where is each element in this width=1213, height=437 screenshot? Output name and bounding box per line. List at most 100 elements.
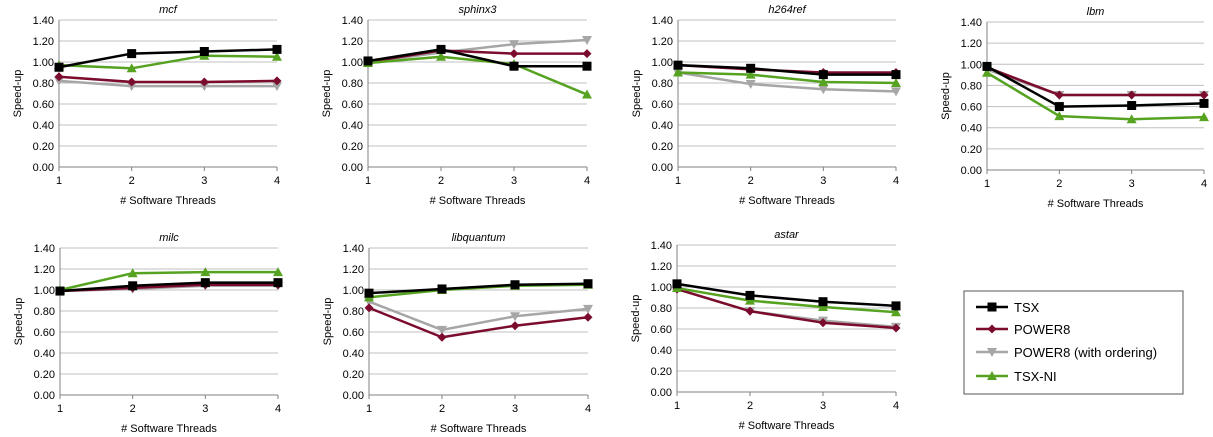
y-tick-label: 0.20 xyxy=(33,141,54,153)
chart-title: mcf xyxy=(159,4,178,16)
series-tsx xyxy=(672,279,901,311)
x-axis-label: # Software Threads xyxy=(121,423,217,435)
chart-panel-h264ref: 0.00 0.20 0.40 0.60 0.80 1.00 1.20 1.40 1 2 3 4 h264… xyxy=(631,4,901,207)
data-point xyxy=(55,286,65,296)
x-tick-label: 1 xyxy=(56,175,62,187)
y-tick-label: 0.40 xyxy=(651,345,672,357)
data-point xyxy=(1199,90,1209,100)
data-point xyxy=(54,72,64,82)
legend-label-tsx: TSX xyxy=(1014,300,1040,315)
y-tick-label: 0.60 xyxy=(343,327,364,339)
series-line xyxy=(677,63,896,76)
series-power8 xyxy=(54,72,282,87)
data-point xyxy=(126,82,137,92)
data-point xyxy=(891,78,901,87)
x-tick-label: 2 xyxy=(438,175,444,187)
data-point xyxy=(510,280,520,290)
chart-title: sphinx3 xyxy=(459,4,498,16)
x-axis-label: # Software Threads xyxy=(739,420,835,432)
x-tick-label: 4 xyxy=(584,175,590,187)
series-tsx xyxy=(55,278,283,296)
data-point xyxy=(510,321,520,331)
data-point xyxy=(127,49,137,59)
data-point xyxy=(509,49,519,59)
x-tick-label: 2 xyxy=(748,175,754,187)
x-tick-label: 1 xyxy=(366,403,372,415)
y-tick-label: 1.00 xyxy=(342,57,363,69)
x-tick-label: 2 xyxy=(439,403,445,415)
y-axis-label: Speed-up xyxy=(630,295,642,343)
y-tick-label: 1.20 xyxy=(961,38,982,50)
y-tick-label: 1.00 xyxy=(652,57,673,69)
data-point xyxy=(672,279,682,289)
data-point xyxy=(363,56,373,66)
y-tick-label: 0.00 xyxy=(33,162,54,174)
y-tick-label: 0.40 xyxy=(961,123,982,135)
data-point xyxy=(128,281,138,291)
data-point xyxy=(891,307,901,317)
legend: TSX POWER8 POWER8 (with ordering) TSX-NI xyxy=(963,290,1184,395)
y-tick-label: 1.20 xyxy=(343,264,364,276)
data-point xyxy=(510,312,520,322)
x-tick-label: 2 xyxy=(129,175,135,187)
x-axis-label: # Software Threads xyxy=(120,195,216,207)
data-point xyxy=(1127,90,1137,100)
data-point xyxy=(1199,112,1209,122)
series-tsx-ni xyxy=(982,67,1209,124)
data-point xyxy=(127,77,137,87)
y-tick-label: 1.40 xyxy=(34,243,55,255)
data-point xyxy=(745,290,755,300)
data-point xyxy=(1199,98,1209,108)
legend-item-tsx: TSX xyxy=(976,300,1040,315)
series-line xyxy=(58,75,278,84)
series-tsx xyxy=(364,279,593,298)
data-point xyxy=(54,62,64,72)
y-tick-label: 0.80 xyxy=(961,80,982,92)
y-tick-label: 1.20 xyxy=(342,36,363,48)
series-line xyxy=(986,65,1205,108)
data-point xyxy=(1127,101,1137,111)
legend-label-tsx-ni: TSX-NI xyxy=(1014,369,1057,384)
legend-marker xyxy=(987,348,997,357)
x-tick-label: 2 xyxy=(1056,178,1062,190)
data-point xyxy=(745,80,756,90)
data-point xyxy=(273,267,283,277)
data-point xyxy=(818,85,829,95)
legend-item-power8: POWER8 xyxy=(976,322,1070,337)
chart-title: h264ref xyxy=(768,4,806,16)
data-point xyxy=(127,268,138,278)
x-tick-label: 2 xyxy=(130,403,136,415)
series-line xyxy=(59,281,278,293)
series-line xyxy=(368,306,589,339)
x-axis-label: # Software Threads xyxy=(431,423,527,435)
chart-title: astar xyxy=(774,229,800,241)
data-point xyxy=(582,61,592,71)
y-tick-label: 0.40 xyxy=(343,348,364,360)
data-point xyxy=(891,87,901,97)
y-tick-label: 0.80 xyxy=(34,306,55,318)
data-point xyxy=(436,51,446,61)
data-point xyxy=(199,82,210,92)
x-tick-label: 3 xyxy=(202,403,208,415)
series-power8-with-ordering xyxy=(54,76,282,92)
chart-panel-milc: 0.00 0.20 0.40 0.60 0.80 1.00 1.20 1.40 1 2 3 4 milc… xyxy=(13,232,283,435)
chart-title: lbm xyxy=(1087,6,1105,18)
x-tick-label: 3 xyxy=(512,403,518,415)
y-tick-label: 1.40 xyxy=(651,240,672,252)
y-tick-label: 0.60 xyxy=(33,99,54,111)
data-point xyxy=(818,297,828,307)
y-tick-label: 1.20 xyxy=(651,261,672,273)
data-point xyxy=(982,67,992,77)
x-axis-label: # Software Threads xyxy=(1048,198,1144,210)
series-line xyxy=(58,79,277,88)
x-tick-label: 4 xyxy=(274,175,280,187)
series-tsx xyxy=(363,44,592,71)
data-point xyxy=(273,278,283,288)
x-tick-label: 3 xyxy=(1129,178,1135,190)
y-tick-label: 0.00 xyxy=(961,165,982,177)
data-point xyxy=(436,44,446,54)
series-line xyxy=(58,48,278,69)
series-line xyxy=(677,71,897,85)
x-tick-label: 1 xyxy=(57,403,63,415)
y-tick-label: 0.60 xyxy=(34,327,55,339)
